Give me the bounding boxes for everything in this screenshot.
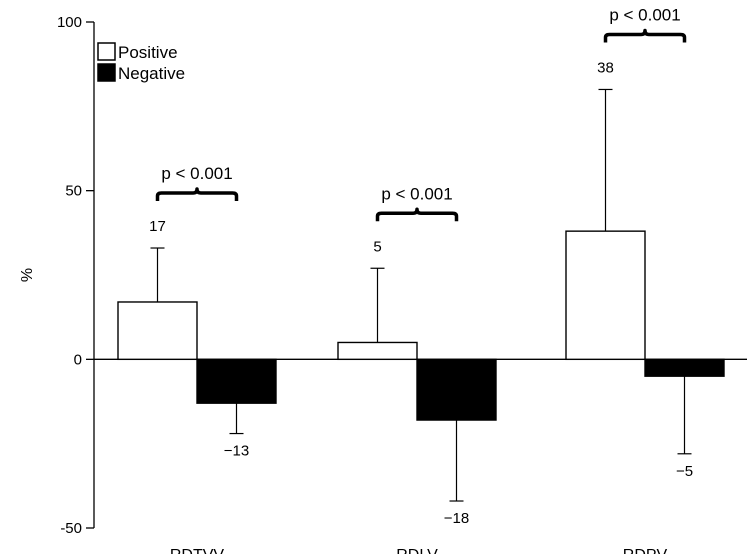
significance-brace xyxy=(155,187,239,202)
value-label-positive: 5 xyxy=(373,238,381,255)
bars: 17 −13 RDTVV p < 0.001 5 −18 RDLV p < 0.001 38 −5… xyxy=(117,5,725,554)
legend-label-positive: Positive xyxy=(118,43,178,62)
bar-negative xyxy=(644,358,725,377)
bar-negative xyxy=(416,358,497,421)
p-value-label: p < 0.001 xyxy=(381,184,452,203)
significance-brace xyxy=(603,28,687,43)
bar-positive xyxy=(117,301,198,361)
y-tick-label: -50 xyxy=(60,520,82,537)
category-label: RDLV xyxy=(396,547,438,554)
legend: Positive Negative xyxy=(97,42,185,83)
value-label-negative: −18 xyxy=(444,510,469,527)
bar-negative xyxy=(196,358,277,404)
p-value-label: p < 0.001 xyxy=(161,164,232,183)
y-tick-label: 0 xyxy=(74,351,82,368)
category-label: RDTVV xyxy=(170,547,225,554)
legend-label-negative: Negative xyxy=(118,64,185,83)
y-tick-label: 100 xyxy=(57,14,82,31)
legend-swatch-positive xyxy=(97,42,116,61)
category-label: RDPV xyxy=(623,547,668,554)
value-label-positive: 17 xyxy=(149,218,166,235)
y-axis-title: % xyxy=(19,268,36,282)
bar-positive xyxy=(337,341,418,361)
value-label-negative: −5 xyxy=(676,463,693,480)
bar-positive xyxy=(565,230,646,361)
legend-swatch-negative xyxy=(97,63,116,82)
p-value-label: p < 0.001 xyxy=(609,5,680,24)
value-label-negative: −13 xyxy=(224,443,249,460)
significance-brace xyxy=(375,207,459,222)
y-tick-label: 50 xyxy=(65,183,82,200)
value-label-positive: 38 xyxy=(597,59,614,76)
